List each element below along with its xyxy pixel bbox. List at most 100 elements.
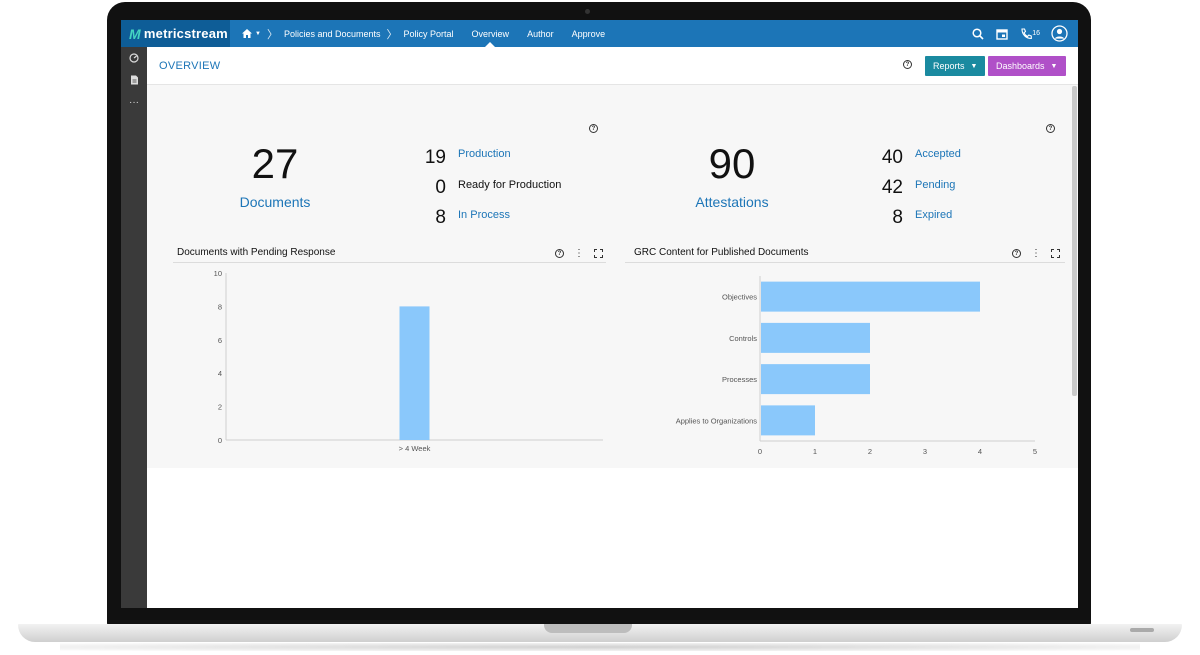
attestations-help-icon[interactable]: ? [1046,124,1055,133]
x-tick-label: 1 [813,447,817,456]
logo-mark-icon: M [129,25,141,42]
left-sidebar: ··· [121,47,147,608]
calendar-icon[interactable] [996,28,1008,40]
notifications-button[interactable]: 16 [1020,27,1040,40]
documents-help-icon[interactable]: ? [589,124,598,133]
stat-value: 19 [424,147,446,168]
tab-approve-label: Approve [571,28,606,39]
breadcrumb-policy-portal[interactable]: Policy Portal [403,28,454,39]
y-tick-label: Controls [729,334,757,343]
y-tick-label: 10 [214,269,222,278]
chevron-down-icon: ▼ [970,62,978,70]
dashboards-label: Dashboards [996,61,1045,71]
tab-author[interactable]: Author [527,20,554,47]
laptop-base [18,624,1182,642]
stat-value: 42 [881,177,903,198]
stat-pending-link[interactable]: Pending [915,179,956,191]
grc-content-chart: 0 1 2 3 4 5 Objectives Controls Processes Applies… [676,276,1037,456]
empty-area [147,468,1078,608]
grc-content-toolbar: ? ⋮ [1012,248,1060,259]
y-tick-label: 2 [218,403,222,412]
x-tick-label: 3 [923,447,927,456]
reports-label: Reports [933,61,965,71]
tab-overview[interactable]: Overview [472,20,510,47]
panel-divider [173,262,606,263]
more-options-icon[interactable]: ⋮ [1031,248,1041,259]
stat-value: 8 [892,207,903,228]
breadcrumb: ▼ 〉 Policies and Documents 〉 Policy Port… [230,20,605,47]
breadcrumb-separator-icon: 〉 [266,28,278,41]
bar [761,281,980,312]
y-tick-label: Applies to Organizations [676,416,758,425]
brand-name: metricstream [143,26,228,41]
expand-icon[interactable] [594,249,603,258]
home-menu[interactable]: ▼ [242,29,261,38]
attestations-total: 90 [708,140,756,187]
top-actions: 16 [972,20,1068,47]
y-tick-label: 4 [218,369,222,378]
sidebar-item-policies[interactable] [121,47,147,69]
home-icon [242,29,252,38]
top-navigation: M metricstream ▼ 〉 Policies and Document… [121,20,1078,47]
stat-in-process-link[interactable]: In Process [458,209,510,221]
page-header: OVERVIEW ? Reports ▼ Dashboards ▼ [147,47,1078,85]
bar [761,364,870,395]
vertical-scrollbar[interactable] [1072,86,1077,396]
laptop-indicator [1130,628,1154,632]
stat-value: 0 [435,177,446,198]
panel-divider [625,262,1065,263]
chevron-down-icon: ▼ [255,30,261,37]
documents-label[interactable]: Documents [239,194,311,210]
y-tick-label: 0 [218,436,222,445]
stat-value: 8 [435,207,446,228]
x-tick-label: 4 [978,447,982,456]
reports-button[interactable]: Reports ▼ [925,56,985,76]
y-tick-label: 8 [218,302,222,311]
user-avatar-icon[interactable] [1051,25,1068,42]
app-screen: M metricstream ▼ 〉 Policies and Document… [121,20,1078,608]
grc-content-title: GRC Content for Published Documents [634,247,809,258]
sidebar-item-documents[interactable] [121,69,147,91]
attestations-label[interactable]: Attestations [695,194,769,210]
tab-author-label: Author [527,28,554,39]
x-tick-label: 2 [868,447,872,456]
x-tick-label: 5 [1033,447,1037,456]
y-tick-label: Processes [722,375,757,384]
stat-ready-label: Ready for Production [458,179,562,191]
laptop-camera [585,9,590,14]
pending-response-toolbar: ? ⋮ [555,248,603,259]
y-tick-label: Objectives [722,293,757,302]
breadcrumb-policies-documents[interactable]: Policies and Documents [283,28,381,39]
help-icon[interactable]: ? [555,249,564,258]
stat-accepted-link[interactable]: Accepted [915,148,961,160]
pending-response-chart: 0 2 4 6 8 10 > 4 Week [214,269,603,453]
bar [761,322,870,353]
brand-logo[interactable]: M metricstream [121,20,230,47]
tab-approve[interactable]: Approve [572,20,606,47]
page-title: OVERVIEW [159,60,221,72]
document-icon [130,75,138,85]
dashboards-button[interactable]: Dashboards ▼ [988,56,1066,76]
tab-overview-label: Overview [471,28,510,39]
help-icon[interactable]: ? [1012,249,1021,258]
x-tick-label: 0 [758,447,762,456]
search-icon[interactable] [972,27,984,40]
overview-content: ? 27 Documents 19 Production 0 Ready for… [147,86,1073,468]
stat-production-link[interactable]: Production [458,148,511,160]
bar [761,405,815,436]
x-tick-label: > 4 Week [399,444,431,453]
stat-value: 40 [881,147,903,168]
y-tick-label: 6 [218,336,222,345]
laptop-notch [544,624,632,633]
help-icon[interactable]: ? [903,60,912,69]
more-options-icon[interactable]: ⋮ [574,248,584,259]
sidebar-more-icon[interactable]: ··· [129,96,139,108]
chevron-down-icon: ▼ [1050,62,1058,70]
breadcrumb-separator-icon: 〉 [386,28,398,41]
pending-response-title: Documents with Pending Response [177,247,336,258]
gauge-icon [129,53,139,63]
notification-count: 16 [1032,29,1040,37]
stat-expired-link[interactable]: Expired [915,209,953,221]
phone-icon [1021,27,1032,39]
expand-icon[interactable] [1051,249,1060,258]
